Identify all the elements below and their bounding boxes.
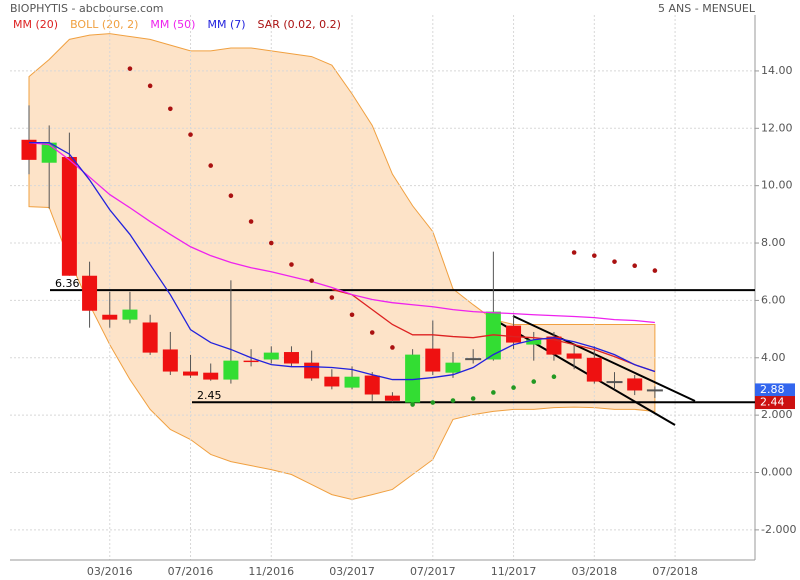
sar-dot [511,385,516,390]
candle-body [646,389,663,392]
sar-dot [168,106,173,112]
sar-dot [531,379,537,384]
sar-dot [268,240,274,246]
sar-dot [188,132,193,137]
sar-dot [127,66,133,71]
y-tick-label: 8.00 [761,236,786,249]
legend-entry: BOLL (20, 2) [70,18,138,31]
legend-entry: MM (50) [150,18,195,31]
sar-dot [228,193,234,199]
bollinger-band [28,33,656,500]
candle-body [61,156,77,276]
candle-body [21,139,37,160]
sar-dot [571,250,577,255]
y-tick-label: -2.000 [761,523,796,536]
candle-body [122,309,138,320]
candle-body [243,360,259,363]
y-tick-label: 0.000 [761,466,793,479]
candle-body [445,362,461,373]
sar-dot [349,312,355,318]
candle-body [506,325,522,343]
candle-body [344,376,360,388]
sar-dot [652,268,658,273]
x-tick-label: 03/2017 [329,565,375,578]
level-label: 2.45 [197,389,222,402]
candle-body [384,395,400,401]
candle-body [183,371,199,376]
sar-dot [612,259,617,264]
sar-dot [329,295,335,300]
candle-body [586,357,602,382]
candle-body [102,314,118,320]
period: 5 ANS - MENSUEL [658,2,756,15]
x-tick-label: 11/2017 [491,565,537,578]
indicator-line [28,141,655,324]
candle-body [425,348,441,372]
sar-dot [410,402,415,407]
sar-dot [309,278,314,283]
price-tag [755,396,795,410]
x-tick-label: 07/2017 [410,565,456,578]
x-tick-label: 03/2018 [571,565,617,578]
sar-dot [248,219,254,224]
candle-body [526,339,542,345]
legend-entry: SAR (0.02, 0.2) [258,18,341,31]
candle-body [324,376,340,387]
candle-body [627,378,643,391]
x-tick-label: 03/2016 [87,565,133,578]
candle-body [566,353,582,359]
level-label: 6.36 [55,277,80,290]
candle-body [364,375,380,395]
candle-body [606,381,623,384]
candle-body [203,372,219,380]
legend-entry: MM (20) [13,18,58,31]
trend-line [512,315,696,402]
sar-dot [551,374,557,380]
candle-body [465,358,482,361]
candle-body [283,352,299,364]
candle-body [162,349,178,372]
sar-dot [491,390,496,395]
y-tick-label: 12.00 [761,121,793,134]
sar-dot [390,345,395,350]
candle-body [485,311,501,360]
candle-body [304,362,320,379]
sar-dot [369,330,375,335]
x-tick-label: 07/2016 [168,565,214,578]
indicator-line [29,141,656,381]
sar-dot [430,400,436,405]
chart-title: BIOPHYTIS - abcbourse.com [10,2,163,15]
indicator-line [331,288,656,373]
y-tick-label: 4.00 [761,351,786,364]
sar-dot [632,263,637,269]
candle-body [223,360,239,380]
y-tick-label: 2.000 [761,408,793,421]
sar-dot [592,253,597,258]
price-tag-label: 2.44 [760,396,785,409]
candle-body [82,275,98,311]
price-tag [755,383,795,397]
sar-dot [450,398,456,403]
sar-dot [147,83,153,89]
candle-body [405,354,421,403]
legend-entry: MM (7) [207,18,245,31]
sar-dot [470,396,476,401]
x-tick-label: 07/2018 [652,565,698,578]
x-tick-label: 11/2016 [248,565,294,578]
sar-dot [208,163,214,168]
y-tick-label: 14.00 [761,64,793,77]
sar-dot [289,262,294,267]
y-tick-label: 6.00 [761,293,786,306]
candle-body [263,352,279,360]
price-tag-label: 2.88 [760,383,785,396]
candle-body [142,322,158,353]
y-tick-label: 10.00 [761,179,793,192]
